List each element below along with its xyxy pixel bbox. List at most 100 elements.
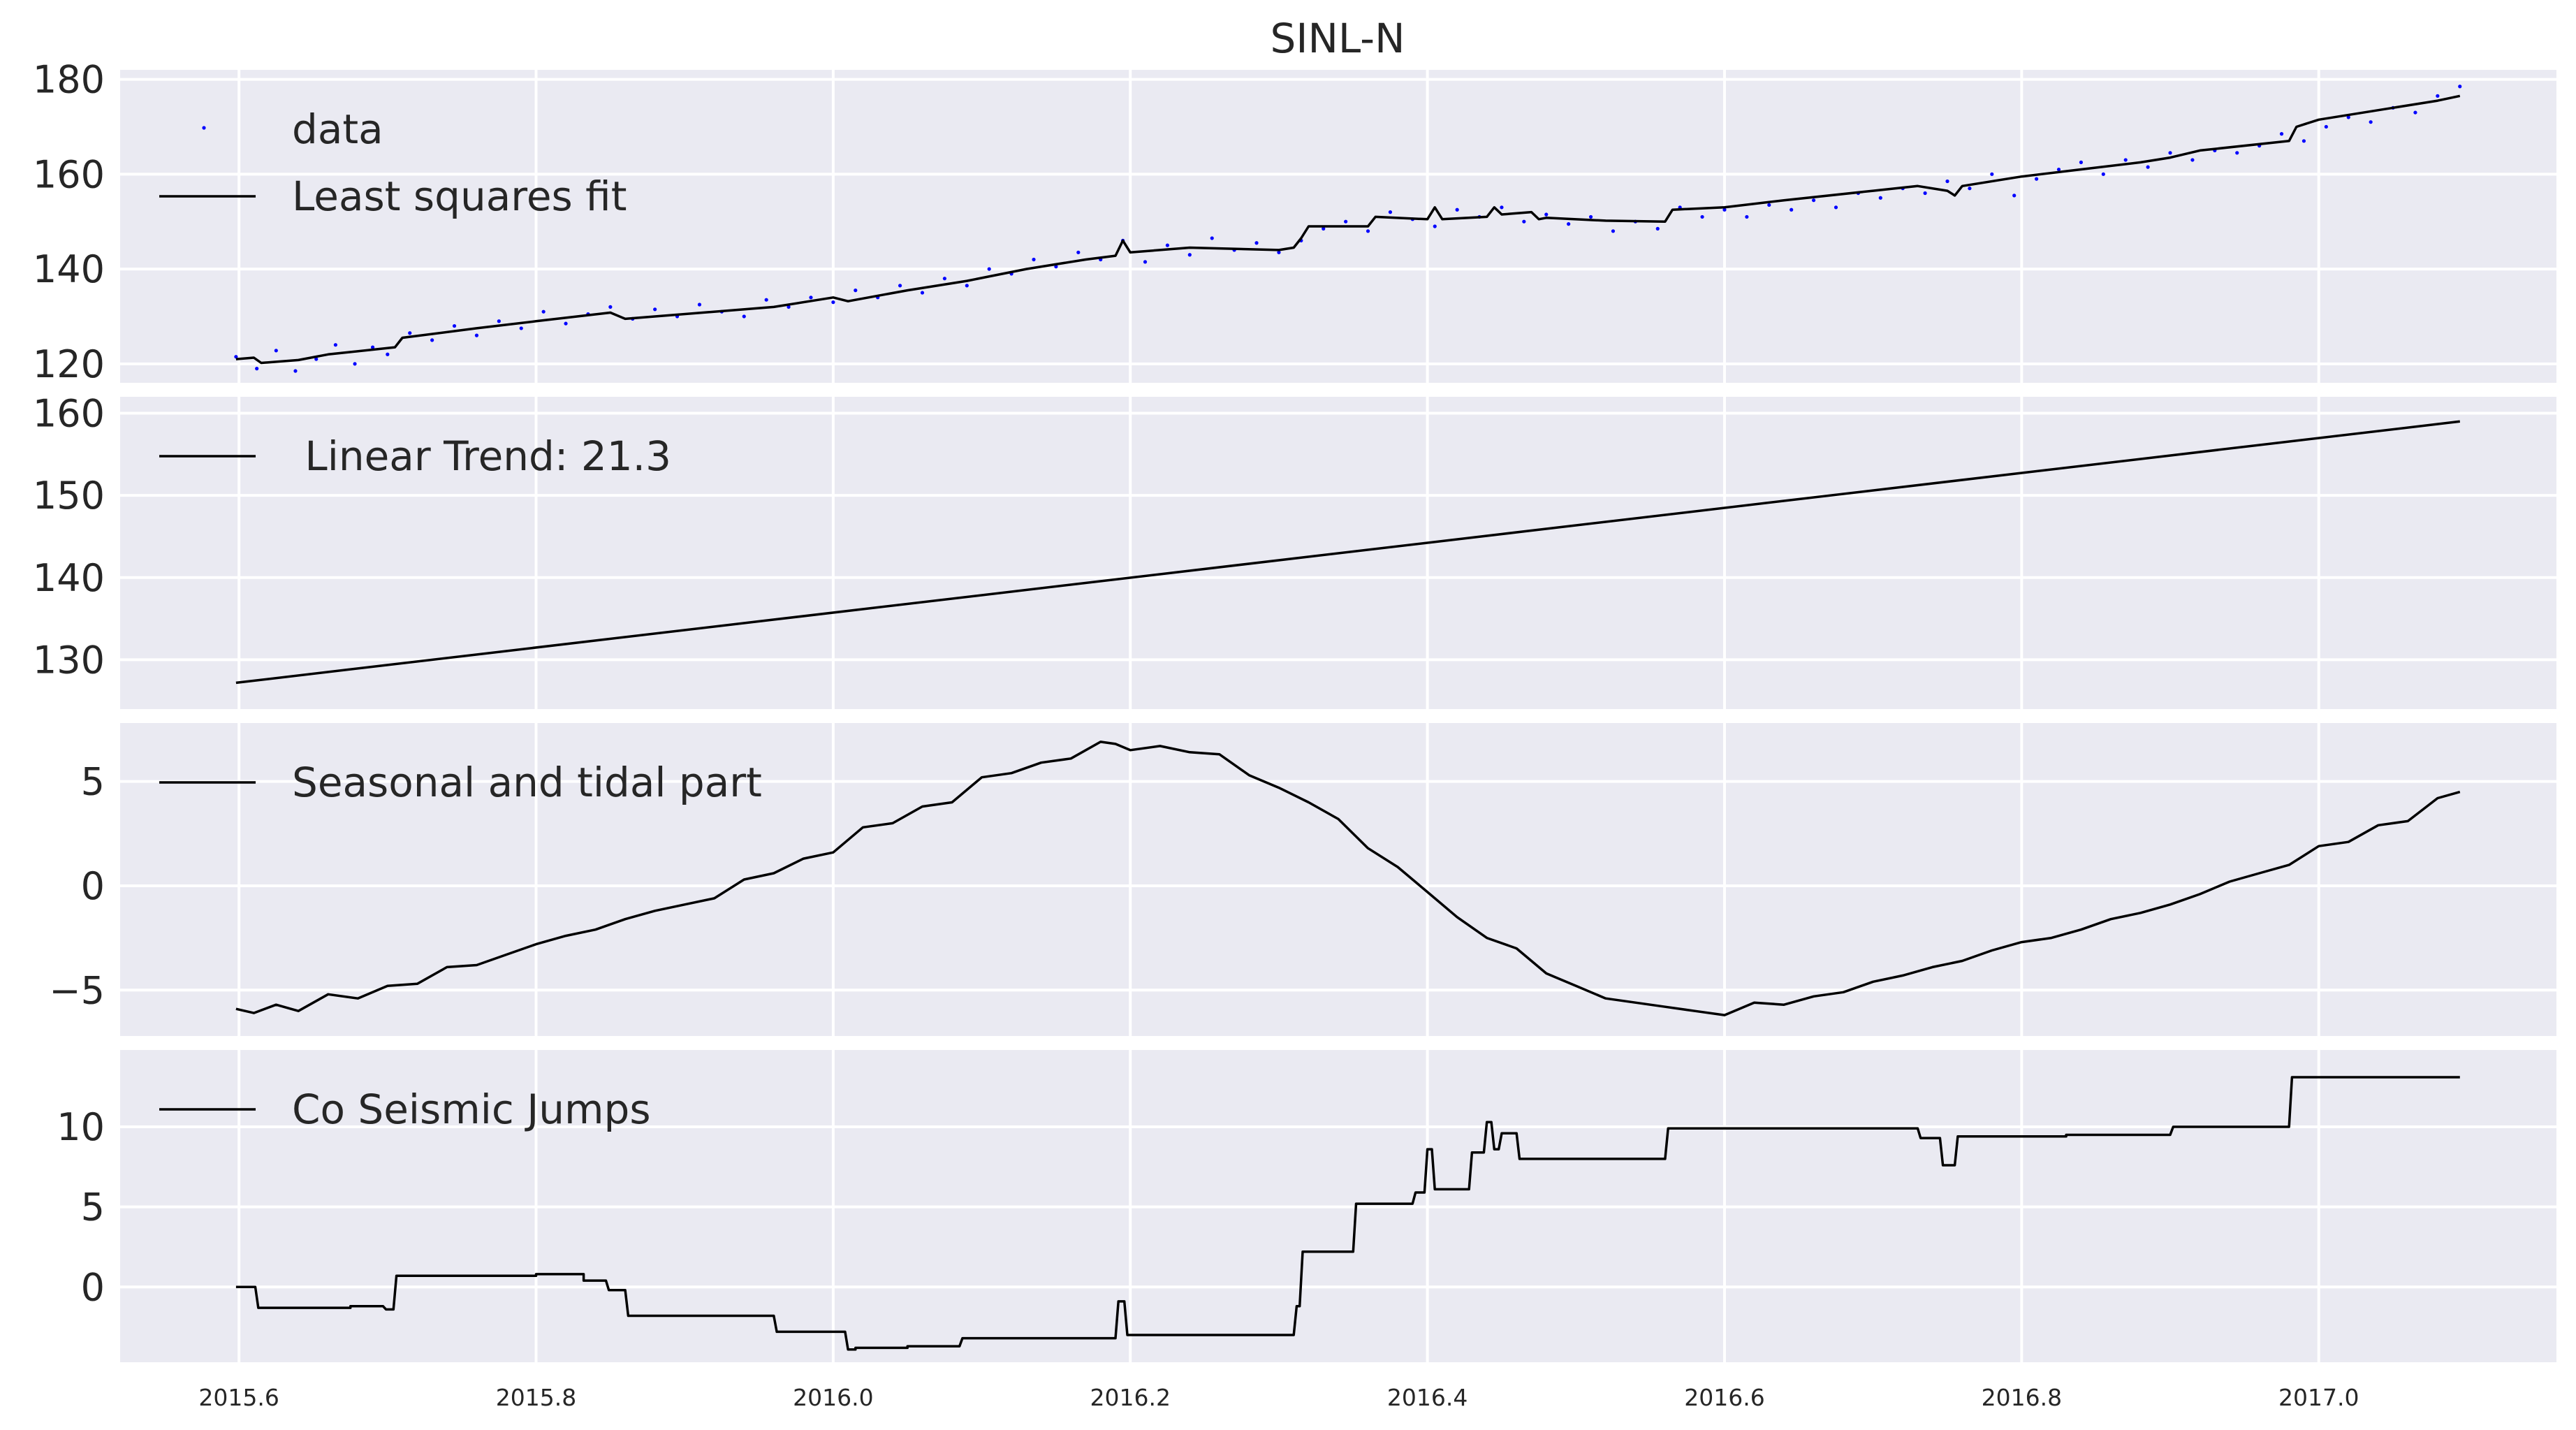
panel-4-ytick-label: 0 (81, 1265, 105, 1309)
data-point (2413, 110, 2417, 115)
data-point (1588, 214, 1593, 219)
data-point (1923, 191, 1927, 196)
data-point (274, 349, 278, 353)
panel-2-legend: Linear Trend: 21.3 (159, 432, 671, 480)
legend-label: Least squares fit (292, 173, 627, 220)
data-point (1143, 260, 1148, 264)
data-point (1567, 222, 1571, 226)
data-point (831, 300, 835, 305)
legend-label: Co Seismic Jumps (292, 1086, 651, 1133)
data-point (370, 345, 375, 349)
data-point (786, 305, 791, 309)
data-point (2190, 158, 2195, 162)
data-point (1767, 203, 1771, 207)
panel-3-legend: Seasonal and tidal part (159, 759, 762, 806)
panel-2-yticks: 130 140 150 160 (33, 392, 105, 683)
panel-4-yticks: 10 5 0 (57, 1105, 105, 1309)
legend-label: Seasonal and tidal part (292, 759, 762, 806)
panel-seasonal: 5 0 −5 Seasonal and tidal part (49, 723, 2556, 1036)
x-tick-label: 2016.0 (793, 1384, 873, 1411)
data-point (474, 333, 479, 337)
data-point (386, 352, 390, 356)
panel-1-series (234, 85, 2462, 373)
panel-3-series (235, 740, 2461, 1016)
data-point (809, 296, 813, 300)
panel-coseismic: 10 5 0 Co Seismic Jumps (57, 1050, 2556, 1362)
data-point (2035, 177, 2039, 181)
data-point (1655, 226, 1660, 231)
data-point (2146, 165, 2150, 169)
data-point (2235, 151, 2239, 155)
data-point (234, 355, 238, 359)
data-point (1054, 265, 1058, 269)
data-point (2346, 115, 2350, 119)
panel-1-ytick-label: 180 (33, 58, 105, 102)
data-point (452, 323, 457, 328)
data-point (1500, 205, 1504, 210)
panel-2-grid (120, 397, 2556, 709)
data-point (987, 267, 991, 271)
data-point (1322, 226, 1326, 231)
data-point (854, 289, 858, 293)
data-point (1722, 207, 1727, 212)
x-tick-label: 2017.0 (2278, 1384, 2359, 1411)
panel-1-legend: data Least squares fit (159, 105, 627, 220)
data-point (742, 314, 746, 319)
panel-1-yticks: 120 140 160 180 (33, 58, 105, 386)
data-point (697, 302, 702, 307)
data-point (564, 321, 568, 326)
panel-3-ytick-label: 5 (81, 760, 105, 804)
data-point (1344, 219, 1348, 224)
x-tick-label: 2016.6 (1684, 1384, 1764, 1411)
figure-title: SINL-N (1271, 15, 1405, 62)
legend-label: data (292, 105, 383, 153)
x-tick-label: 2016.8 (1982, 1384, 2062, 1411)
panel-1-ytick-label: 140 (33, 247, 105, 291)
series-line-2-0 (235, 420, 2461, 685)
data-point (1700, 214, 1704, 219)
data-point (653, 307, 657, 312)
data-point (2056, 167, 2061, 172)
legend-marker-points (202, 126, 206, 130)
data-point (920, 291, 925, 295)
data-point (255, 367, 259, 371)
data-point (1165, 243, 1170, 247)
data-point (1811, 198, 1816, 203)
data-point (2079, 160, 2084, 164)
data-point (1277, 250, 1281, 254)
data-point (1968, 187, 1972, 191)
panel-2-ytick-label: 150 (33, 474, 105, 518)
data-point (1032, 257, 1036, 262)
data-point (1210, 236, 1214, 240)
data-point (1522, 219, 1526, 224)
data-point (2301, 139, 2306, 143)
x-tick-label: 2015.8 (496, 1384, 576, 1411)
panel-4-legend: Co Seismic Jumps (159, 1086, 651, 1133)
data-point (1945, 179, 1949, 184)
panel-4-ytick-label: 10 (57, 1105, 105, 1149)
data-point (541, 309, 546, 314)
series-line-3-0 (235, 740, 2461, 1016)
panel-2-ytick-label: 140 (33, 556, 105, 600)
panel-2-ytick-label: 130 (33, 638, 105, 682)
data-point (353, 362, 357, 366)
panel-4-series (235, 1076, 2460, 1351)
data-point (2101, 172, 2105, 176)
data-point (2123, 158, 2128, 162)
data-point (293, 369, 298, 373)
panel-3-background (120, 723, 2556, 1036)
panel-linear-trend: 130 140 150 160 Linear Trend: 21.3 (33, 392, 2556, 709)
panel-1-grid (120, 70, 2556, 383)
panel-1-ytick-label: 160 (33, 152, 105, 196)
data-point (1878, 196, 1882, 200)
data-point (2436, 94, 2440, 98)
panel-2-series (235, 420, 2461, 685)
data-point (2458, 85, 2462, 89)
data-point (764, 298, 768, 302)
data-point (519, 326, 523, 330)
panel-3-ytick-label: 0 (81, 864, 105, 908)
data-point (898, 284, 902, 288)
data-point (2012, 194, 2017, 198)
x-axis-ticks: 2015.6 2015.8 2016.0 2016.2 2016.4 2016.6 2016… (198, 1384, 2359, 1411)
series-line-1-1 (235, 94, 2461, 365)
